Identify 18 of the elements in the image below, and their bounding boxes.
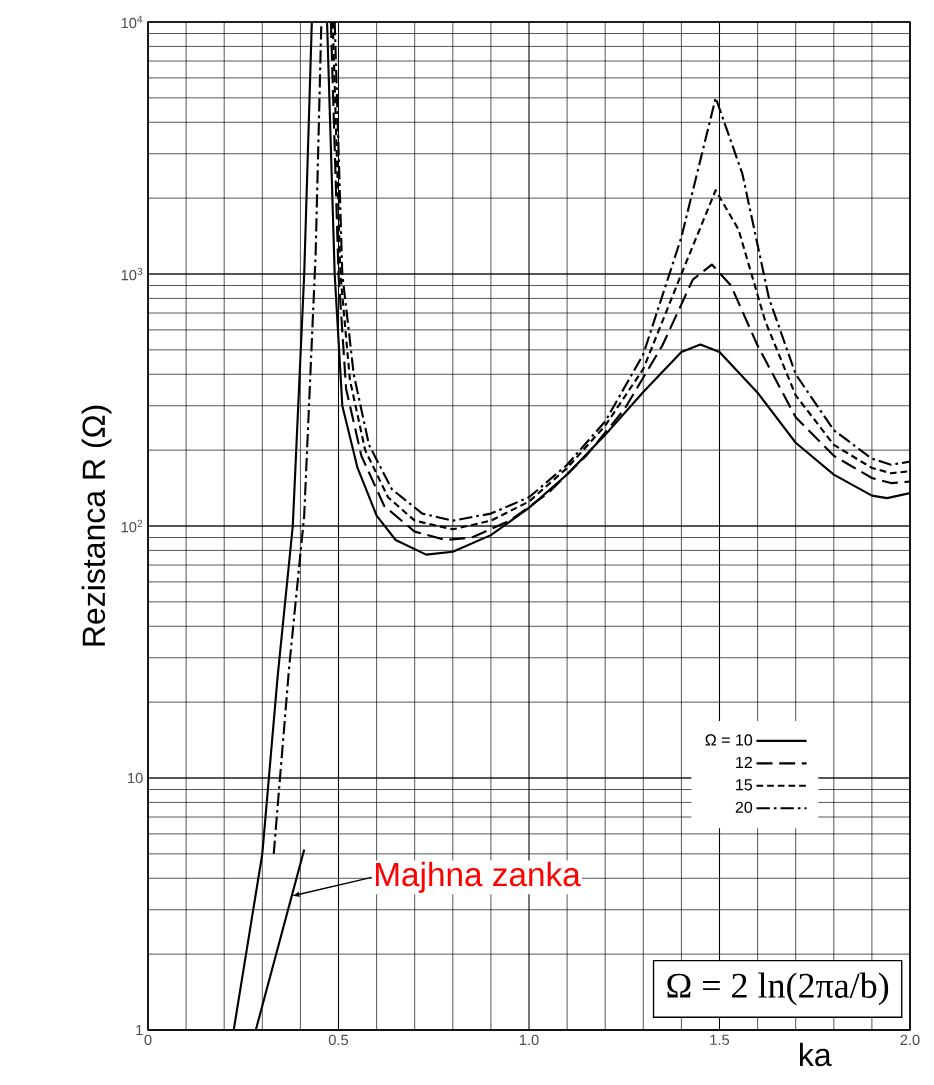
x-tick-label: 1.5 [710, 1034, 730, 1045]
x-tick-label: 2.0 [900, 1034, 920, 1046]
y-tick-label: 10 [128, 772, 143, 784]
y-tick-label: 10$^{2}$ [121, 519, 143, 533]
y-tick-label: 10$^{3}$ [121, 267, 143, 281]
y-tick-label: 10$^{4}$ [121, 15, 143, 29]
x-tick-label: 0.5 [328, 1034, 349, 1046]
legend-label: Ω = 10 [705, 734, 753, 746]
y-tick-label: 1 [136, 1024, 143, 1036]
annotation: Majhna zanka [375, 861, 581, 893]
legend-label: 20 [735, 801, 753, 813]
x-axis-title: ka [800, 1042, 832, 1067]
legend-label: 12 [736, 756, 752, 768]
x-tick-label: 1.0 [519, 1034, 539, 1046]
legend-label: 15 [736, 779, 753, 791]
y-axis-title: Rezistanca R (Ω) [81, 405, 112, 646]
annotation: Ω = 2 ln(2πa/b) [667, 972, 889, 1006]
x-tick-label: 0 [144, 1034, 152, 1046]
